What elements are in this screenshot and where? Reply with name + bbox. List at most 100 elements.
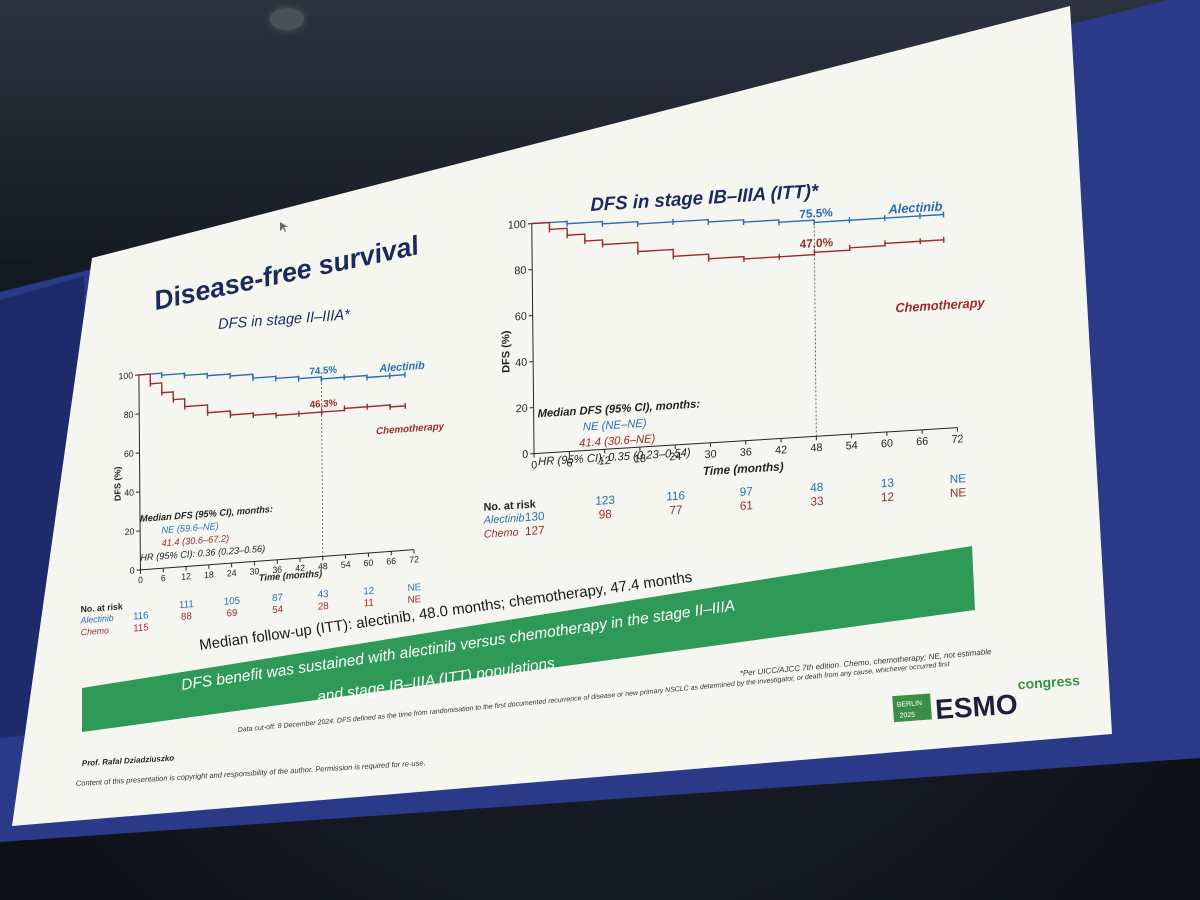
risk-cell: 105	[224, 595, 241, 607]
median-dfs-alectinib: NE (59.6–NE)	[161, 521, 218, 535]
risk-cell: 115	[133, 622, 149, 634]
plot-area: 0 6 12 18 24 30 36 42 48 54 60 66 72 0 20 40 60 80 100 DFS …	[113, 365, 419, 586]
x-tick-label: 72	[951, 433, 963, 446]
risk-cell: 28	[318, 601, 329, 613]
reference-line	[320, 378, 324, 557]
risk-row-label: Alectinib	[80, 613, 114, 626]
x-tick-label: 24	[669, 451, 681, 464]
risk-cell: 69	[227, 608, 238, 620]
copyright-notice: Content of this presentation is copyrigh…	[76, 758, 426, 788]
risk-table-label: No. at risk	[484, 498, 537, 513]
risk-cell: 87	[272, 592, 283, 604]
y-tick-label: 0	[522, 449, 528, 461]
y-tick-label: 0	[130, 565, 135, 576]
risk-row-label: Alectinib	[483, 512, 525, 527]
x-tick-label: 60	[881, 438, 893, 451]
chart-stage-II-IIIA: DFS in stage II–IIIA* 0 6 12 18 24 30 36 42 48 54…	[80, 307, 445, 637]
hazard-ratio: HR (95% CI): 0.35 (0.23–0.54)	[538, 447, 691, 468]
risk-cell: 88	[181, 611, 192, 623]
y-tick-label: 20	[125, 526, 135, 537]
risk-cell: NE	[950, 485, 967, 500]
risk-cell: 123	[595, 493, 615, 508]
risk-cell: 98	[599, 507, 613, 522]
x-axis	[534, 427, 958, 455]
y-tick-label: 40	[124, 487, 134, 498]
benefit-banner	[82, 546, 975, 732]
benefit-text-line2: and stage IB–IIIA (ITT) populations	[316, 655, 556, 706]
risk-cell: 54	[272, 604, 283, 616]
median-dfs-header: Median DFS (95% CI), months:	[538, 398, 701, 420]
risk-cell: 97	[740, 484, 753, 499]
risk-cell: 12	[881, 489, 894, 504]
x-tick-label: 54	[341, 559, 351, 570]
series-line-alectinib	[138, 372, 405, 380]
risk-cell: 116	[666, 488, 685, 503]
x-tick-label: 12	[599, 455, 611, 468]
series-line-chemotherapy	[138, 373, 406, 417]
median-dfs-chemo: 41.4 (30.6–67.2)	[162, 533, 230, 548]
y-axis-label: DFS (%)	[500, 330, 512, 373]
y-tick-label: 60	[124, 448, 134, 459]
uicc-footnote: *Per UICC/AJCC 7th edition. Chemo, chemo…	[739, 647, 992, 678]
risk-cell: 33	[810, 494, 824, 509]
y-tick-label: 60	[515, 311, 527, 324]
risk-cell: 48	[810, 480, 824, 495]
x-tick-label: 48	[318, 561, 328, 572]
risk-cell: NE	[408, 582, 422, 594]
hazard-ratio: HR (95% CI): 0.36 (0.23–0.56)	[140, 544, 265, 563]
y-tick-label: 100	[118, 370, 133, 381]
risk-cell: NE	[408, 594, 422, 606]
median-dfs-header: Median DFS (95% CI), months:	[140, 504, 273, 524]
x-tick-label: 48	[810, 442, 822, 455]
x-tick-label: 18	[634, 453, 646, 466]
risk-cell: 116	[133, 610, 149, 622]
risk-row-label: Chemo	[81, 625, 109, 637]
logo-year: 2025	[899, 712, 915, 720]
x-tick-label: 24	[227, 568, 237, 579]
ceiling-light	[270, 8, 304, 30]
y-tick-label: 80	[124, 409, 134, 420]
legend-chemotherapy: Chemotherapy	[895, 295, 985, 316]
presenter-name: Prof. Rafal Dziadziuszko	[82, 754, 175, 768]
risk-cell: 61	[740, 498, 754, 513]
y-tick-label: 80	[514, 265, 526, 278]
y-tick-label: 40	[515, 357, 527, 370]
room-background	[0, 0, 1200, 260]
x-tick-label: 6	[161, 573, 166, 584]
x-tick-label: 42	[775, 444, 787, 457]
risk-cell: 12	[363, 585, 374, 597]
logo-suffix: congress	[1017, 672, 1080, 692]
x-tick-label: 54	[846, 440, 858, 453]
legend-chemotherapy: Chemotherapy	[376, 421, 444, 437]
benefit-text-line1: DFS benefit was sustained with alectinib…	[180, 597, 736, 694]
y-axis	[138, 374, 141, 570]
y-axis-label: DFS (%)	[113, 466, 123, 501]
risk-cell: 77	[669, 502, 682, 517]
risk-row-label: Chemo	[484, 527, 519, 541]
x-axis-label: Time (months)	[703, 459, 784, 478]
esmo-congress-logo: BERLIN 2025 ESMO congress	[892, 672, 1081, 725]
risk-cell: 111	[179, 599, 194, 611]
data-label-chemotherapy: 46.3%	[310, 398, 338, 411]
x-axis	[140, 549, 414, 571]
x-tick-label: 18	[204, 569, 214, 580]
risk-cell: 130	[525, 509, 545, 524]
chart-title: DFS in stage II–IIIA*	[218, 307, 351, 333]
data-label-alectinib: 74.5%	[309, 365, 337, 378]
x-tick-label: 0	[531, 459, 537, 471]
x-tick-label: 30	[250, 566, 260, 577]
logo-brand: ESMO	[934, 688, 1018, 725]
data-cutoff-footnote: Data cut-off: 8 December 2024. DFS defin…	[238, 661, 951, 734]
x-tick-label: 0	[138, 575, 143, 586]
median-dfs-chemo: 41.4 (30.6–NE)	[579, 433, 656, 450]
logo-city: BERLIN	[897, 700, 923, 709]
x-tick-label: 66	[386, 556, 396, 567]
x-tick-label: 66	[916, 435, 928, 448]
x-tick-label: 6	[566, 457, 572, 469]
x-tick-label: 60	[364, 558, 374, 569]
x-tick-label: 36	[272, 564, 282, 575]
risk-table-label: No. at risk	[81, 601, 123, 614]
x-axis-label: Time (months)	[259, 568, 322, 583]
